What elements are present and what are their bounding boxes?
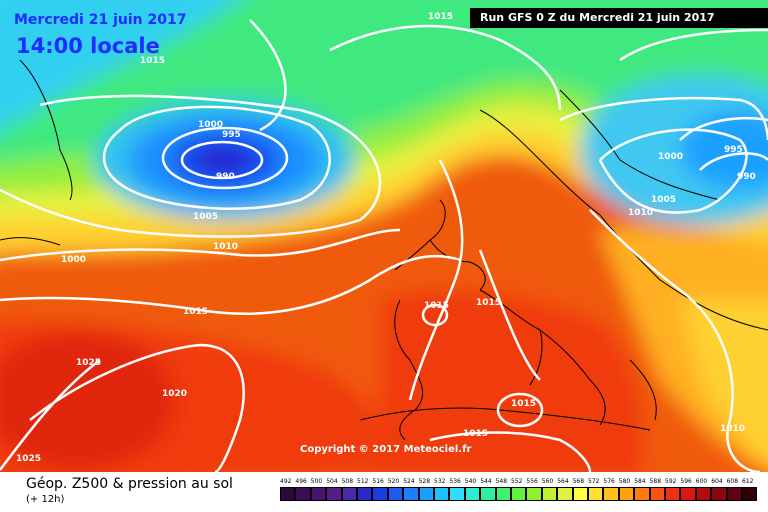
isobar-label: 1000 [198, 120, 224, 130]
isobar-label: 990 [216, 172, 235, 182]
scale-swatch [341, 487, 357, 501]
coastlines [0, 59, 768, 441]
scale-value: 572 [588, 478, 600, 485]
scale-value: 496 [295, 478, 307, 485]
scale-value: 516 [372, 478, 384, 485]
scale-value: 564 [557, 478, 569, 485]
isobar-label: 1015 [183, 307, 209, 317]
isobar-label: 1015 [140, 56, 166, 66]
scale-swatch [511, 487, 527, 501]
scale-swatch [742, 487, 758, 501]
scale-swatch [418, 487, 434, 501]
scale-value: 500 [310, 478, 323, 485]
scale-swatch [603, 487, 619, 501]
scale-swatch [357, 487, 373, 501]
isobar-label: 1010 [628, 208, 654, 218]
scale-swatch [495, 487, 511, 501]
scale-value: 536 [449, 478, 461, 485]
scale-value: 548 [495, 478, 508, 485]
forecast-date: Mercredi 21 juin 2017 [14, 12, 187, 28]
scale-swatch [464, 487, 481, 501]
scale-swatch [634, 487, 650, 501]
scale-swatch [434, 487, 450, 501]
scale-value: 596 [680, 478, 692, 485]
scale-swatch [726, 487, 742, 501]
isobar-label: 1000 [658, 152, 684, 162]
scale-swatch [711, 487, 727, 501]
isobar-label: 1005 [193, 212, 219, 222]
scale-swatch [480, 487, 496, 501]
scale-swatch [326, 487, 342, 501]
scale-swatch [310, 487, 327, 501]
scale-value: 584 [634, 478, 646, 485]
scale-swatch [680, 487, 696, 501]
scale-swatch [695, 487, 712, 501]
scale-swatch [618, 487, 635, 501]
scale-value: 556 [526, 478, 538, 485]
isobar-label: 995 [222, 130, 241, 140]
scale-swatch [649, 487, 665, 501]
scale-swatch [295, 487, 311, 501]
scale-value: 544 [480, 478, 492, 485]
copyright-notice: Copyright © 2017 Meteociel.fr [300, 444, 472, 455]
isobar-label: 1015 [476, 298, 502, 308]
scale-value: 600 [695, 478, 708, 485]
scale-swatch [526, 487, 542, 501]
scale-value: 520 [387, 478, 400, 485]
scale-value: 528 [418, 478, 431, 485]
scale-swatch [403, 487, 419, 501]
scale-swatch [280, 487, 296, 501]
forecast-time: 14:00 locale [16, 34, 160, 58]
scale-value: 524 [403, 478, 415, 485]
scale-value: 540 [464, 478, 477, 485]
isobar-label: 1005 [651, 195, 677, 205]
scale-value: 608 [726, 478, 739, 485]
isobar-label: 1020 [162, 389, 188, 399]
scale-swatch [449, 487, 465, 501]
scale-value: 560 [541, 478, 554, 485]
scale-swatch [541, 487, 558, 501]
isobar-label: 1025 [16, 454, 42, 464]
isobar-label: 1025 [76, 358, 102, 368]
legend-subtitle: (+ 12h) [26, 494, 65, 505]
scale-value: 568 [572, 478, 585, 485]
scale-value: 552 [511, 478, 523, 485]
scale-value: 576 [603, 478, 615, 485]
scale-value: 612 [742, 478, 754, 485]
isobar-label: 1015 [424, 301, 450, 311]
scale-value: 512 [357, 478, 369, 485]
isobar-label: 1000 [61, 255, 87, 265]
z500-color-field [0, 0, 768, 472]
scale-value: 532 [434, 478, 446, 485]
isobar-label: 1015 [428, 12, 454, 22]
scale-value: 580 [618, 478, 631, 485]
geopotential-map-svg [0, 0, 768, 472]
isobar-label: 1010 [213, 242, 239, 252]
color-scale: 492 496 500 504 508 512 516 520 524 528 532 536 540 5… [280, 478, 758, 508]
isobar-label: 990 [737, 172, 756, 182]
scale-value: 592 [665, 478, 677, 485]
scale-swatch [557, 487, 573, 501]
isobars [0, 19, 768, 472]
scale-swatch [665, 487, 681, 501]
legend-title: Géop. Z500 & pression au sol [26, 476, 233, 492]
scale-value: 492 [280, 478, 292, 485]
scale-value: 588 [649, 478, 662, 485]
scale-swatch [387, 487, 404, 501]
isobar-label: 1010 [720, 424, 746, 434]
isobar-label: 1015 [463, 429, 489, 439]
weather-map: 1015 1015 1000 995 990 1005 1010 1000 10… [0, 0, 768, 472]
scale-value: 604 [711, 478, 723, 485]
scale-swatch [372, 487, 388, 501]
isobar-label: 995 [724, 145, 743, 155]
isobar-label: 1015 [511, 399, 537, 409]
model-run-banner: Run GFS 0 Z du Mercredi 21 juin 2017 [470, 8, 768, 28]
scale-swatch [588, 487, 604, 501]
scale-value: 508 [341, 478, 354, 485]
scale-value: 504 [326, 478, 338, 485]
scale-swatch [572, 487, 588, 501]
